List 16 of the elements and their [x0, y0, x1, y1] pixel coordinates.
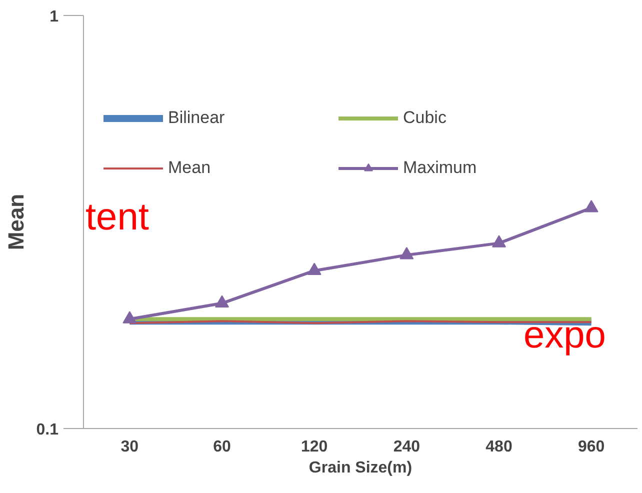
y-tick-label: 1 [50, 8, 59, 26]
y-tick-label: 0.1 [36, 422, 59, 438]
legend-label: Maximum [403, 158, 478, 178]
x-tick-label: 480 [486, 438, 512, 456]
x-tick-label: 60 [213, 438, 231, 456]
annotation: expo [524, 314, 606, 356]
x-tick-label: 960 [578, 438, 605, 456]
x-tick-label: 120 [300, 438, 328, 456]
x-axis-title: Grain Size(m) [308, 460, 412, 476]
legend-label: Mean [168, 158, 212, 178]
x-tick-label: 30 [120, 438, 139, 456]
legend-label: Bilinear [168, 108, 226, 128]
x-tick-label: 240 [393, 438, 420, 456]
y-axis-title: Mean [3, 194, 28, 250]
annotation: tent [86, 196, 150, 238]
legend-label: Cubic [403, 108, 448, 128]
